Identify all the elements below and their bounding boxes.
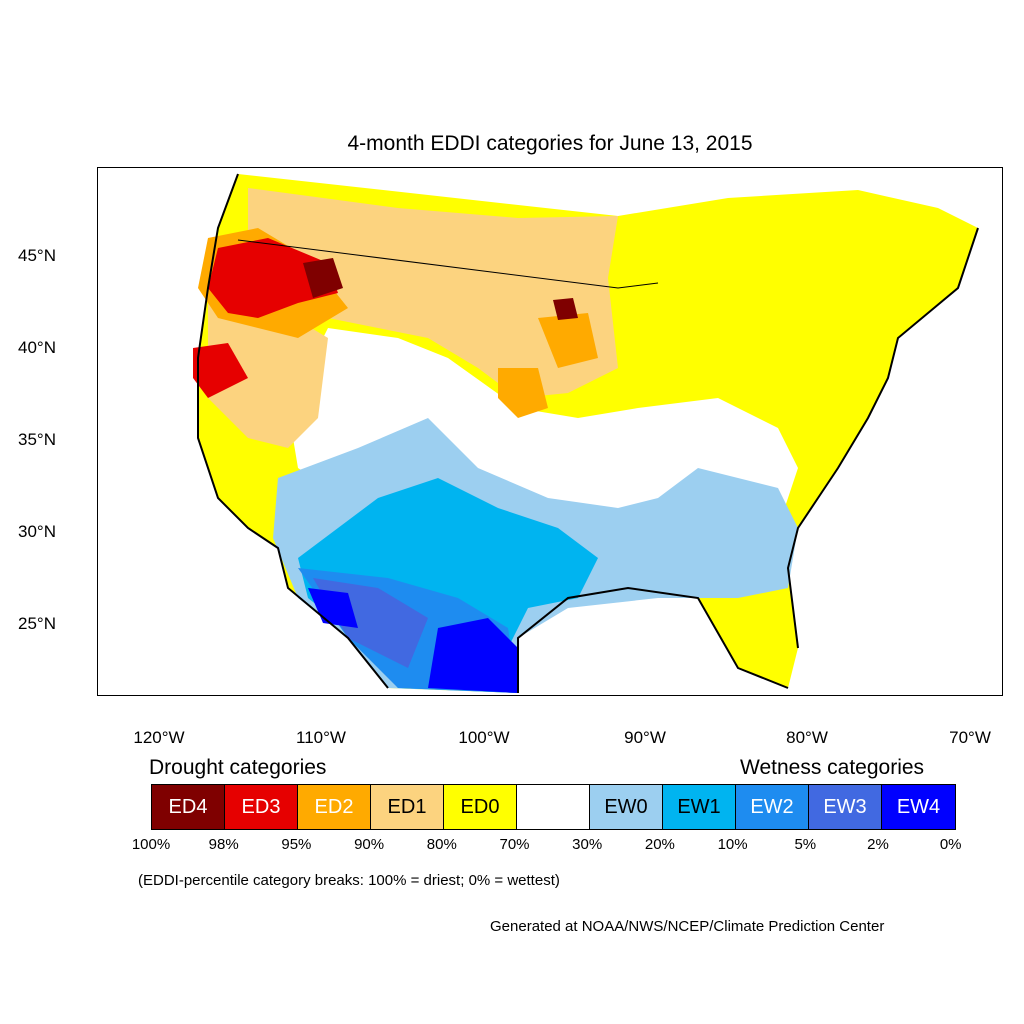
lat-label-40: 40°N xyxy=(18,338,56,357)
lat-label-30: 30°N xyxy=(18,522,56,541)
region-ed2-mn xyxy=(538,313,598,368)
map-title: 4-month EDDI categories for June 13, 201… xyxy=(347,132,753,155)
lon-label-80: 80°W xyxy=(786,728,828,747)
percentile-label: 95% xyxy=(281,836,312,853)
legend-swatch-ed4: ED4 xyxy=(152,785,225,829)
category-legend: ED4 ED3 ED2 ED1 ED0 EW0 EW1 EW2 EW3 EW4 xyxy=(151,784,956,830)
percentile-label: 0% xyxy=(939,836,962,853)
lat-label-35: 35°N xyxy=(18,430,56,449)
legend-swatch-neutral xyxy=(517,785,590,829)
legend-swatch-ed1: ED1 xyxy=(371,785,444,829)
region-ew4-sw xyxy=(308,588,358,628)
legend-swatch-ew2: EW2 xyxy=(736,785,809,829)
percentile-label: 90% xyxy=(354,836,385,853)
lon-label-120: 120°W xyxy=(133,728,185,747)
region-ed4 xyxy=(303,258,343,298)
eddi-map xyxy=(97,167,1003,696)
region-ed3-coast xyxy=(193,343,248,398)
legend-swatch-ew4: EW4 xyxy=(882,785,955,829)
region-ed1 xyxy=(248,188,618,398)
percentile-label: 30% xyxy=(572,836,603,853)
percentile-label: 70% xyxy=(499,836,530,853)
wetness-heading: Wetness categories xyxy=(740,756,925,779)
percentile-label: 10% xyxy=(717,836,748,853)
percentile-label: 20% xyxy=(644,836,675,853)
coastline xyxy=(197,173,979,693)
legend-swatch-ed0: ED0 xyxy=(444,785,517,829)
legend-swatch-ew1: EW1 xyxy=(663,785,736,829)
percentile-label: 100% xyxy=(131,836,171,853)
lon-label-90: 90°W xyxy=(624,728,666,747)
lat-label-25: 25°N xyxy=(18,614,56,633)
legend-swatch-ed3: ED3 xyxy=(225,785,298,829)
lon-label-100: 100°W xyxy=(458,728,510,747)
region-ed3 xyxy=(208,238,338,318)
percentile-label: 2% xyxy=(867,836,889,853)
region-ed2-plains xyxy=(498,368,548,418)
percentile-label: 98% xyxy=(208,836,239,853)
percentile-label: 5% xyxy=(794,836,817,853)
legend-swatch-ew0: EW0 xyxy=(590,785,663,829)
lon-label-110: 110°W xyxy=(296,728,346,747)
drought-heading: Drought categories xyxy=(149,756,327,779)
region-ed4-mn xyxy=(553,298,578,320)
eddi-map-canvas xyxy=(193,173,979,693)
category-note: (EDDI-percentile category breaks: 100% =… xyxy=(138,872,560,889)
legend-swatch-ew3: EW3 xyxy=(809,785,882,829)
credit-text: Generated at NOAA/NWS/NCEP/Climate Predi… xyxy=(490,918,885,935)
legend-swatch-ed2: ED2 xyxy=(298,785,371,829)
percentile-label: 80% xyxy=(426,836,457,853)
region-ew4 xyxy=(428,618,518,693)
canada-border xyxy=(237,239,659,289)
lon-label-70: 70°W xyxy=(949,728,991,747)
lat-label-45: 45°N xyxy=(18,246,56,265)
